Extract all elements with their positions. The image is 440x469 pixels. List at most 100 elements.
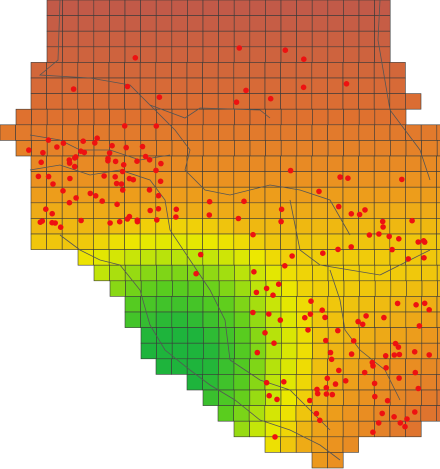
grid-cell: [249, 93, 266, 110]
grid-cell: [93, 46, 110, 63]
grid-cell: [234, 264, 251, 282]
grid-cell: [436, 202, 440, 219]
grid-cell: [217, 218, 235, 235]
grid-cell: [374, 327, 391, 344]
grid-cell: [327, 62, 344, 79]
station-dot: [60, 188, 66, 194]
grid-cell: [420, 202, 437, 219]
grid-cell: [249, 389, 266, 406]
station-dot: [43, 206, 49, 212]
grid-cell: [265, 264, 282, 282]
station-dot: [328, 356, 335, 363]
grid-cell: [234, 280, 251, 297]
grid-cell: [77, 93, 94, 110]
grid-cell: [405, 264, 422, 282]
grid-cell: [280, 30, 297, 48]
grid-cell: [343, 280, 360, 297]
station-dot: [92, 193, 99, 199]
grid-cell: [140, 280, 158, 297]
grid-cell: [156, 342, 173, 360]
grid-cell: [233, 311, 251, 328]
grid-cell: [155, 311, 173, 328]
grid-cell: [420, 124, 438, 141]
station-dot: [282, 47, 289, 53]
grid-cell: [217, 233, 235, 250]
grid-cell: [249, 155, 266, 172]
grid-cell: [61, 93, 79, 110]
station-dot: [155, 192, 162, 199]
grid-cell: [264, 202, 281, 219]
grid-cell: [108, 93, 125, 110]
grid-cell: [78, 108, 95, 126]
station-dot: [415, 385, 422, 392]
grid-cell: [264, 218, 281, 235]
grid-cell: [358, 171, 375, 188]
grid-cell: [327, 389, 344, 406]
station-dot: [359, 321, 366, 328]
station-dot: [307, 397, 313, 404]
grid-cell: [311, 30, 329, 48]
grid-cell: [218, 249, 235, 266]
grid-cell: [202, 171, 219, 188]
station-dot: [379, 218, 386, 225]
grid-cell: [405, 202, 422, 219]
grid-cell: [202, 46, 219, 63]
station-dot: [78, 148, 84, 154]
station-dot: [363, 313, 369, 319]
grid-cell: [343, 108, 360, 126]
grid-cell: [155, 15, 173, 32]
station-dot: [206, 198, 213, 205]
grid-cell: [311, 46, 329, 63]
station-dot: [300, 84, 307, 91]
grid-cell: [281, 280, 298, 297]
station-dot: [314, 386, 320, 393]
station-dot: [266, 311, 272, 317]
station-dot: [415, 239, 422, 245]
station-dot: [87, 190, 94, 197]
grid-cell: [171, 171, 188, 188]
station-dot: [156, 94, 163, 100]
station-dot: [250, 309, 256, 316]
station-dot: [421, 300, 428, 307]
grid-cell: [77, 46, 95, 63]
grid-cell: [374, 0, 391, 16]
grid-cell: [171, 93, 188, 110]
grid-cell: [374, 296, 391, 313]
grid-cell: [233, 46, 251, 63]
grid-cell: [311, 452, 328, 469]
grid-cell: [93, 93, 110, 110]
grid-cell: [93, 249, 110, 266]
grid-cell: [342, 93, 359, 110]
station-dot: [371, 380, 378, 387]
grid-cell: [202, 218, 219, 235]
grid-cell: [234, 327, 251, 344]
station-dot: [320, 250, 326, 256]
grid-cell: [62, 15, 79, 32]
station-dot: [332, 381, 339, 387]
station-dot: [101, 173, 107, 179]
grid-cell: [264, 124, 282, 141]
grid-cell: [217, 171, 235, 188]
station-dot: [72, 155, 78, 161]
grid-cell: [61, 233, 79, 250]
grid-cell: [421, 311, 438, 328]
grid-cell: [358, 374, 375, 391]
grid-cell: [436, 389, 440, 406]
station-dot: [49, 210, 55, 217]
station-dot: [412, 369, 419, 376]
grid-cell: [249, 124, 266, 141]
grid-cell: [171, 108, 188, 126]
grid-cell: [218, 108, 235, 126]
grid-cell: [156, 327, 173, 344]
grid-cell: [124, 0, 141, 16]
grid-cell: [124, 311, 141, 328]
grid-cell: [77, 155, 94, 172]
grid-cell: [249, 140, 266, 157]
grid-cell: [437, 280, 440, 297]
station-dot: [197, 251, 204, 258]
grid-cell: [30, 77, 47, 94]
grid-cell: [203, 280, 220, 297]
grid-cell: [327, 124, 344, 141]
station-dot: [92, 140, 98, 146]
grid-cell: [264, 358, 282, 375]
